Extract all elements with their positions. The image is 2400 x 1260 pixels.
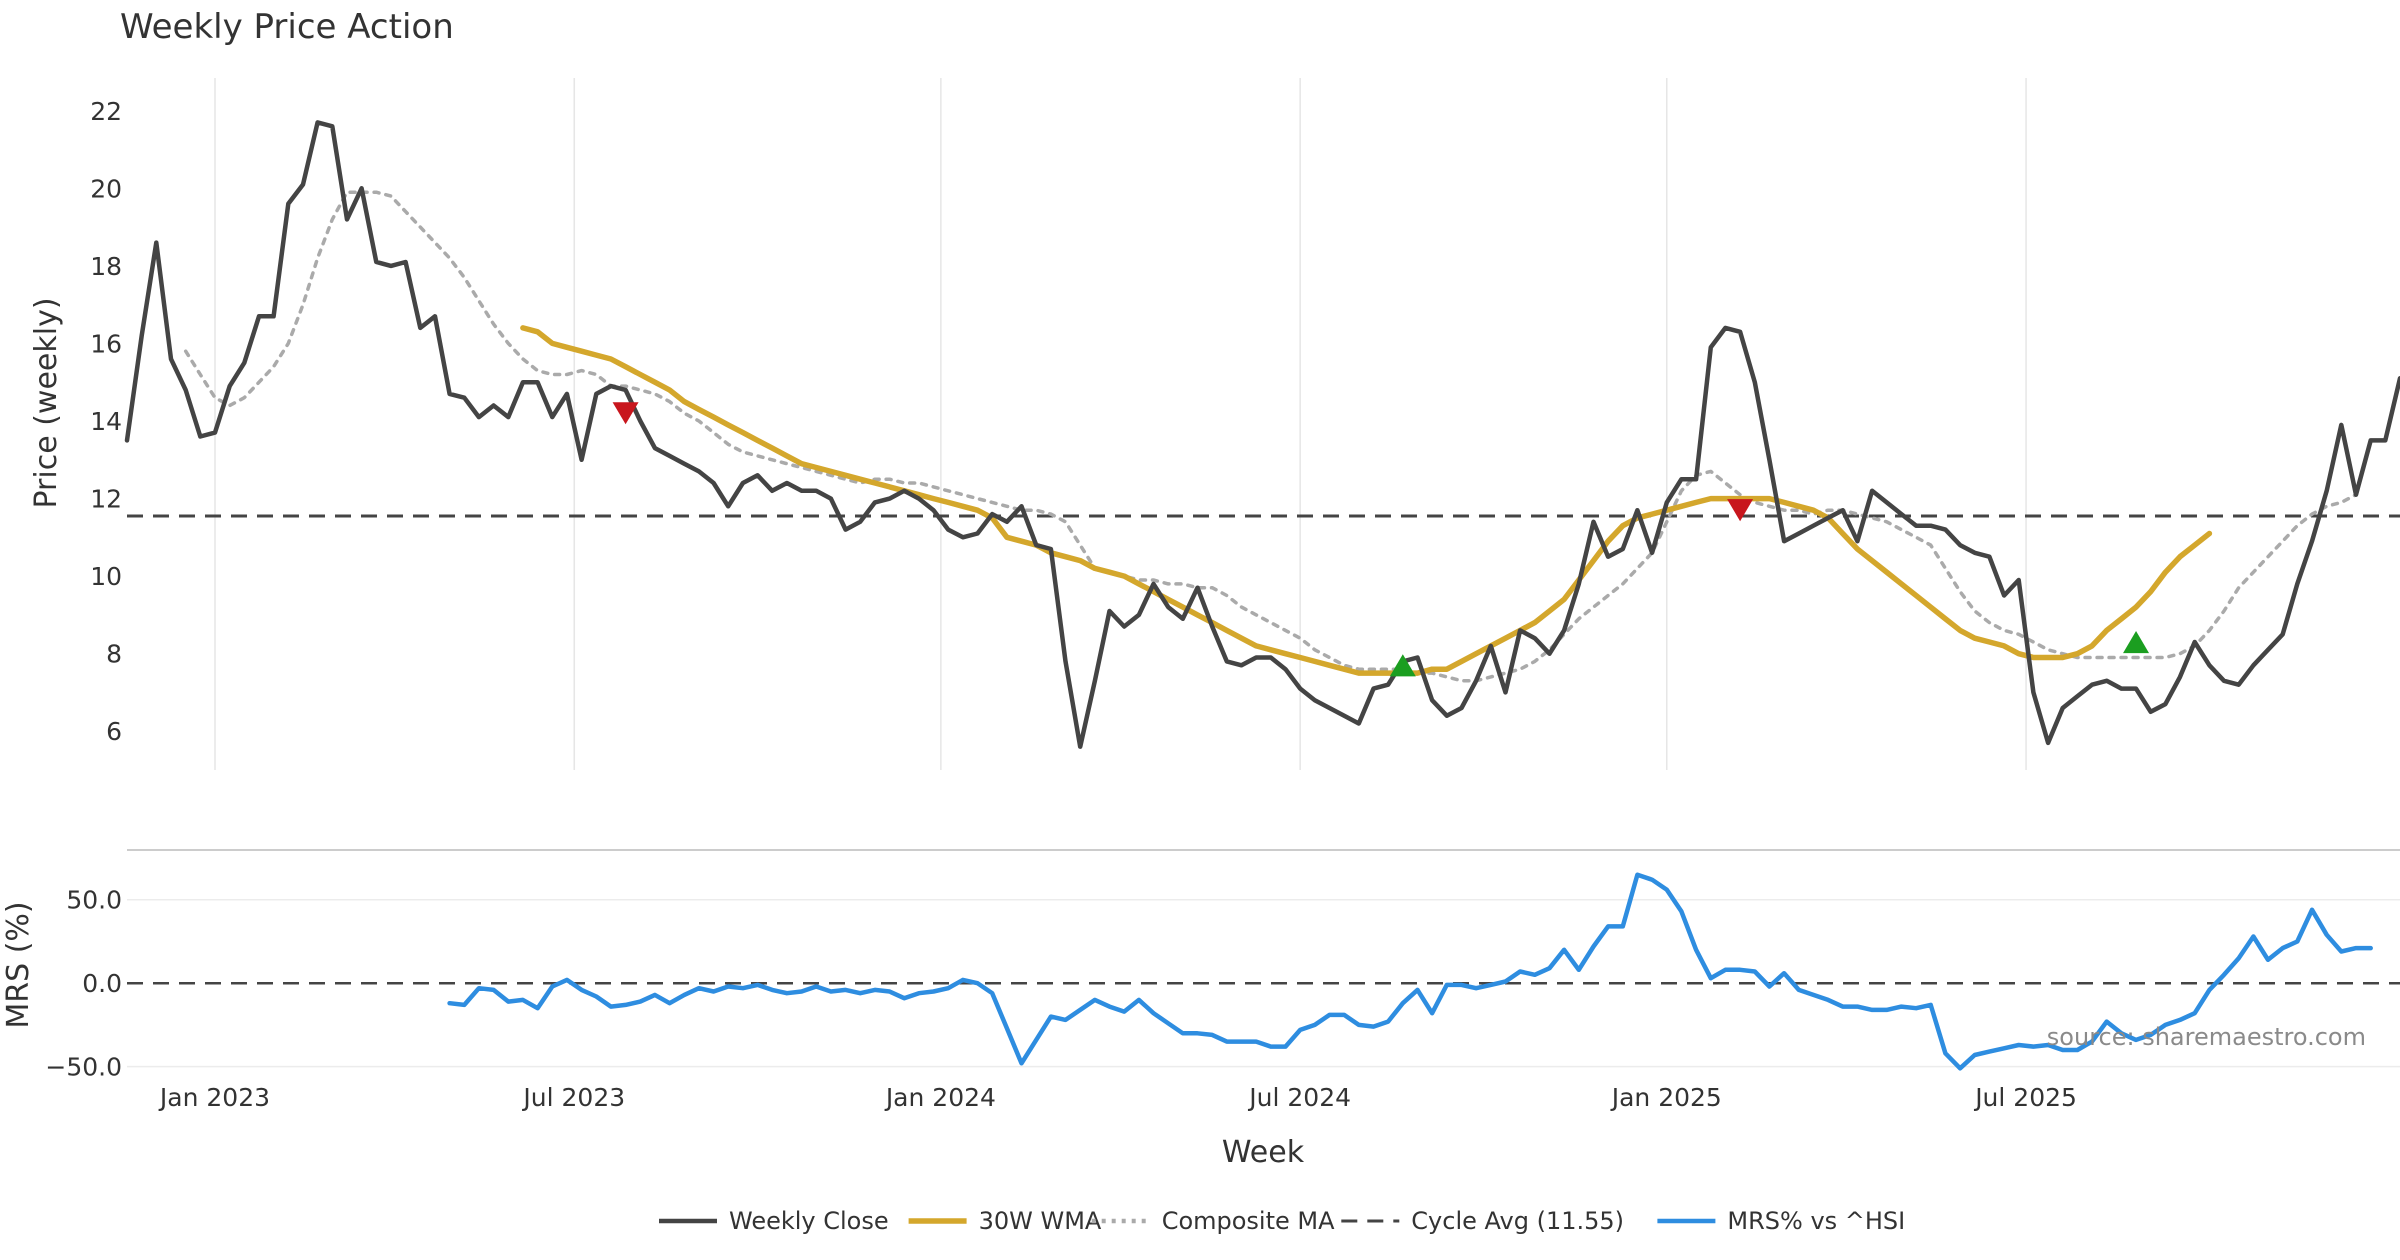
signal-markers	[612, 402, 2150, 677]
x-axis-ticks: Jan 2023 Jul 2023 Jan 2024 Jul 2024 Jan 2025…	[158, 1083, 2077, 1112]
chart-title: Weekly Price Action	[120, 7, 454, 47]
legend-item-weekly-close: Weekly Close	[659, 1207, 889, 1235]
xtick-jul-2024: Jul 2024	[1247, 1083, 1351, 1112]
mrs-ytick-0: 50.0	[66, 886, 122, 915]
price-y-ticks: 6 8 10 12 14 16 18 20 22	[90, 97, 122, 746]
mrs-y-axis-label: MRS (%)	[1, 901, 36, 1028]
price-ytick-20: 20	[90, 174, 122, 203]
wma-30w-line	[520, 325, 2213, 676]
mrs-ytick-2: −50.0	[45, 1053, 122, 1082]
legend-label-composite-ma: Composite MA	[1162, 1207, 1335, 1235]
price-ytick-8: 8	[106, 640, 122, 669]
buy-signal-marker-4	[2123, 630, 2150, 654]
xtick-jan-2025: Jan 2025	[1610, 1083, 1722, 1112]
legend-item-mrs-vs-hsi: MRS% vs ^HSI	[1657, 1207, 1905, 1235]
x-axis-label: Week	[1222, 1135, 1305, 1170]
legend-item-30w-wma: 30W WMA	[908, 1207, 1102, 1235]
sell-signal-marker-1	[612, 402, 639, 425]
sell-signal-marker-3	[1727, 499, 1754, 522]
xtick-jul-2023: Jul 2023	[521, 1083, 625, 1112]
price-ytick-18: 18	[90, 252, 122, 281]
legend: Weekly Close 30W WMA Composite MA Cycle Avg…	[659, 1207, 1905, 1235]
xtick-jan-2023: Jan 2023	[158, 1083, 270, 1112]
price-ytick-12: 12	[90, 485, 122, 514]
legend-item-composite-ma: Composite MA	[1091, 1207, 1335, 1235]
price-ytick-10: 10	[90, 562, 122, 591]
price-ytick-6: 6	[106, 717, 122, 746]
legend-label-mrs-vs-hsi: MRS% vs ^HSI	[1727, 1207, 1905, 1235]
price-y-axis-label: Price (weekly)	[29, 297, 64, 508]
weekly-close-line	[124, 120, 2400, 749]
legend-label-30w-wma: 30W WMA	[979, 1207, 1102, 1235]
price-ytick-14: 14	[90, 407, 122, 436]
price-series-group	[124, 120, 2400, 749]
mrs-gridlines	[127, 898, 2400, 1068]
composite-ma-line	[183, 190, 2358, 683]
legend-label-weekly-close: Weekly Close	[729, 1207, 889, 1235]
buy-signal-marker-2	[1389, 654, 1416, 677]
price-ytick-16: 16	[90, 329, 122, 358]
source-note: source: sharemaestro.com	[2047, 1023, 2366, 1051]
mrs-series-group	[127, 872, 2400, 1071]
price-ytick-22: 22	[90, 97, 122, 126]
legend-item-cycle-avg-11-55: Cycle Avg (11.55)	[1341, 1207, 1624, 1235]
mrs-y-ticks: 50.0 0.0 −50.0	[45, 886, 122, 1082]
price-gridlines	[214, 78, 2027, 770]
xtick-jul-2025: Jul 2025	[1973, 1083, 2077, 1112]
mrs-ytick-1: 0.0	[82, 969, 122, 998]
mrs-line	[447, 872, 2373, 1071]
legend-label-cycle-avg-11-55: Cycle Avg (11.55)	[1411, 1207, 1624, 1235]
xtick-jan-2024: Jan 2024	[884, 1083, 996, 1112]
